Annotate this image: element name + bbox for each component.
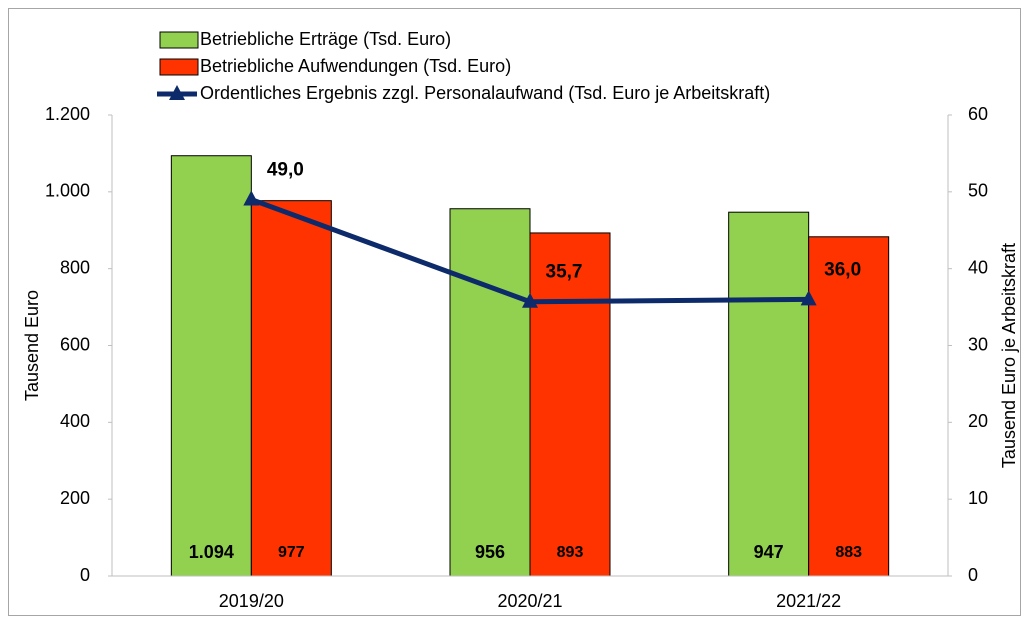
y2-tick-label: 60 [968,104,988,124]
line-marker [522,292,538,308]
y-tick-label: 0 [80,565,90,585]
line-value-label: 35,7 [546,262,583,283]
x-tick-label: 2020/21 [497,591,562,611]
y-tick-label: 200 [60,488,90,508]
bar [250,200,332,577]
line-value-label: 36,0 [824,259,861,280]
legend-marker [169,85,185,100]
bar-value-label: 977 [278,544,305,561]
y2-axis-label: Tausend Euro je Arbeitskraft [999,243,1019,468]
y2-tick-label: 30 [968,334,988,354]
y-axis-label: Tausend Euro [22,290,42,401]
bar-value-label: 947 [754,542,784,562]
line-marker [243,190,260,206]
y2-tick-label: 10 [968,488,988,508]
legend-label: Ordentliches Ergebnis zzgl. Personalaufw… [200,83,770,103]
bar-value-label: 956 [475,542,505,562]
y-tick-label: 1.200 [45,104,90,124]
bar [728,211,810,577]
legend-swatch [159,58,199,76]
y2-tick-label: 40 [968,257,988,277]
bar [170,155,252,577]
bar-value-label: 1.094 [189,542,234,562]
bar-value-label: 883 [835,544,862,561]
y-tick-label: 400 [60,411,90,431]
x-tick-label: 2019/20 [219,591,284,611]
bar-value-label: 893 [557,544,584,561]
bar [808,236,890,577]
bar [529,232,611,577]
line-value-label: 49,0 [267,160,304,181]
x-tick-label: 2021/22 [776,591,841,611]
legend-label: Betriebliche Aufwendungen (Tsd. Euro) [200,56,511,76]
line-marker [800,290,817,306]
y-tick-label: 600 [60,334,90,354]
legend-label: Betriebliche Erträge (Tsd. Euro) [200,29,451,49]
y-tick-label: 1.000 [45,181,90,201]
y2-tick-label: 20 [968,411,988,431]
y-tick-label: 800 [60,257,90,277]
y2-tick-label: 50 [968,181,988,201]
y2-tick-label: 0 [968,565,978,585]
legend-swatch [159,31,199,49]
bar [449,208,531,577]
